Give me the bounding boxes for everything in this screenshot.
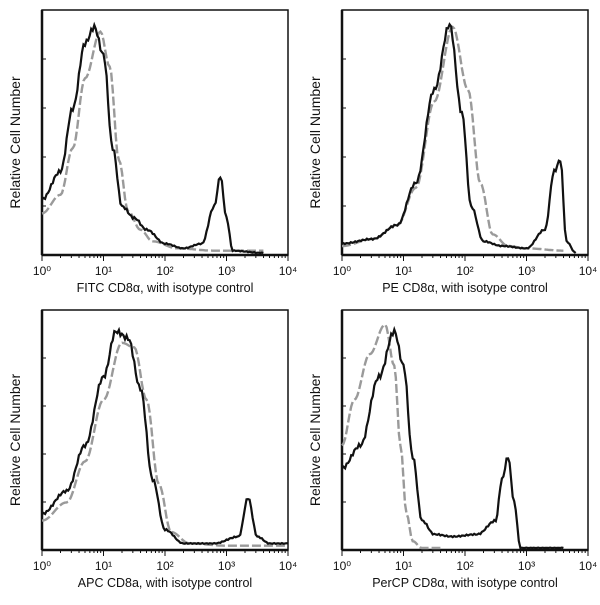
x-tick-label: 10¹ bbox=[95, 559, 112, 573]
x-tick-label: 10⁰ bbox=[33, 559, 51, 573]
x-tick-label: 10³ bbox=[518, 264, 535, 278]
x-tick-label: 10⁰ bbox=[333, 264, 351, 278]
isotype-control-histogram bbox=[41, 30, 264, 252]
cd8-antibody-histogram bbox=[41, 326, 289, 545]
x-tick-label: 10⁴ bbox=[579, 559, 598, 573]
x-tick-label: 10¹ bbox=[395, 264, 412, 278]
x-tick-label: 10⁰ bbox=[333, 559, 351, 573]
x-tick-label: 10² bbox=[156, 559, 173, 573]
plot-frame bbox=[41, 9, 289, 256]
x-tick-label: 10² bbox=[156, 264, 173, 278]
x-axis-label: APC CD8a, with isotype control bbox=[78, 576, 252, 590]
x-tick-label: 10⁰ bbox=[33, 264, 51, 278]
x-tick-label: 10⁴ bbox=[279, 559, 298, 573]
y-axis-label: Relative Cell Number bbox=[307, 76, 323, 209]
x-axis-label: FITC CD8α, with isotype control bbox=[77, 281, 254, 295]
cd8-antibody-histogram bbox=[341, 22, 577, 254]
cd8-antibody-histogram bbox=[341, 325, 564, 550]
y-axis-label: Relative Cell Number bbox=[307, 374, 323, 507]
x-tick-label: 10¹ bbox=[395, 559, 412, 573]
x-tick-label: 10² bbox=[456, 559, 473, 573]
y-axis-label: Relative Cell Number bbox=[7, 76, 23, 209]
panel-3: 10⁰ 10¹ 10² 10³ 10⁴ APC CD8a, with isotype co… bbox=[7, 309, 298, 590]
panel-4: 10⁰ 10¹ 10² 10³ 10⁴ PerCP CD8α, with isotype … bbox=[307, 309, 598, 590]
plot-frame bbox=[341, 309, 589, 551]
x-tick-label: 10¹ bbox=[95, 264, 112, 278]
x-tick-label: 10² bbox=[456, 264, 473, 278]
panel-2: 10⁰ 10¹ 10² 10³ 10⁴ PE CD8α, with isotype con… bbox=[307, 9, 598, 295]
panel-1: 10⁰ 10¹ 10² 10³ 10⁴ FITC CD8α, with isotype c… bbox=[7, 9, 298, 295]
x-tick-label: 10⁴ bbox=[579, 264, 598, 278]
isotype-control-histogram bbox=[342, 25, 564, 252]
cd8-antibody-histogram bbox=[41, 21, 264, 255]
x-tick-label: 10⁴ bbox=[279, 264, 298, 278]
x-tick-label: 10³ bbox=[218, 264, 235, 278]
x-axis-label: PerCP CD8α, with isotype control bbox=[372, 576, 558, 590]
x-tick-label: 10³ bbox=[218, 559, 235, 573]
isotype-control-histogram bbox=[41, 341, 288, 547]
x-tick-label: 10³ bbox=[518, 559, 535, 573]
y-axis-label: Relative Cell Number bbox=[7, 374, 23, 507]
x-axis-label: PE CD8α, with isotype control bbox=[382, 281, 548, 295]
isotype-control-histogram bbox=[341, 323, 441, 550]
